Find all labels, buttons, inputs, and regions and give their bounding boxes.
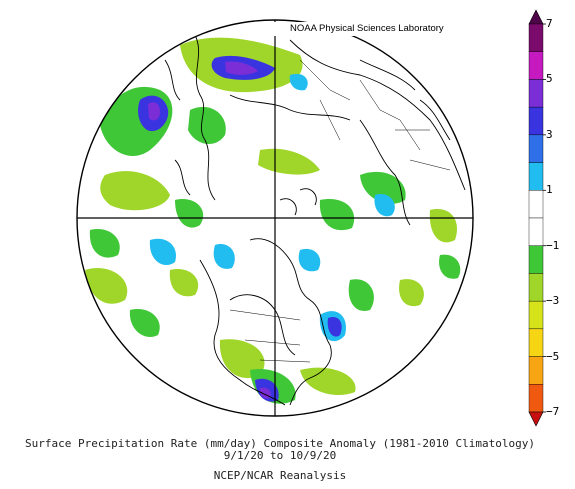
colorbar-top-arrow: [528, 9, 544, 25]
colorbar-tick-label: 5: [546, 72, 553, 86]
colorbar: [528, 9, 546, 427]
colorbar-bin: [528, 134, 544, 163]
colorbar-tick-label: −3: [546, 294, 560, 308]
colorbar-bin: [528, 384, 544, 413]
anomaly-shading: [85, 37, 461, 404]
colorbar-bin: [528, 162, 544, 191]
lab-name: NOAA Physical Sciences Laboratory: [290, 23, 444, 34]
colorbar-bin: [528, 79, 544, 108]
colorbar-bin: [528, 273, 544, 302]
colorbar-bin: [528, 300, 544, 330]
colorbar-tick-label: 7: [546, 17, 553, 30]
caption-title: Surface Precipitation Rate (mm/day) Comp…: [25, 437, 535, 450]
borders: [229, 59, 451, 363]
colorbar-tick-label: 1: [546, 183, 553, 197]
caption-dates: 9/1/20 to 10/9/20: [223, 449, 337, 462]
colorbar-tick-label: −7: [546, 405, 560, 418]
colorbar-tick-label: 3: [546, 127, 553, 141]
colorbar-bin: [528, 106, 544, 136]
caption-source: NCEP/NCAR Reanalysis: [213, 469, 347, 482]
colorbar-bottom-arrow: [528, 411, 544, 427]
lab-banner: NOAA Physical Sciences Laboratory: [260, 22, 472, 36]
colorbar-tick-label: −5: [546, 349, 560, 363]
coastlines: [164, 34, 466, 406]
colorbar-bin: [528, 328, 544, 357]
colorbar-bin: [528, 217, 544, 246]
colorbar-bin: [528, 245, 544, 274]
colorbar-bin: [528, 23, 544, 52]
map-disk: [85, 34, 466, 406]
colorbar-bin: [528, 190, 544, 219]
colorbar-tick-label: −1: [546, 238, 560, 252]
colorbar-bin: [528, 356, 544, 385]
colorbar-bin: [528, 51, 544, 80]
